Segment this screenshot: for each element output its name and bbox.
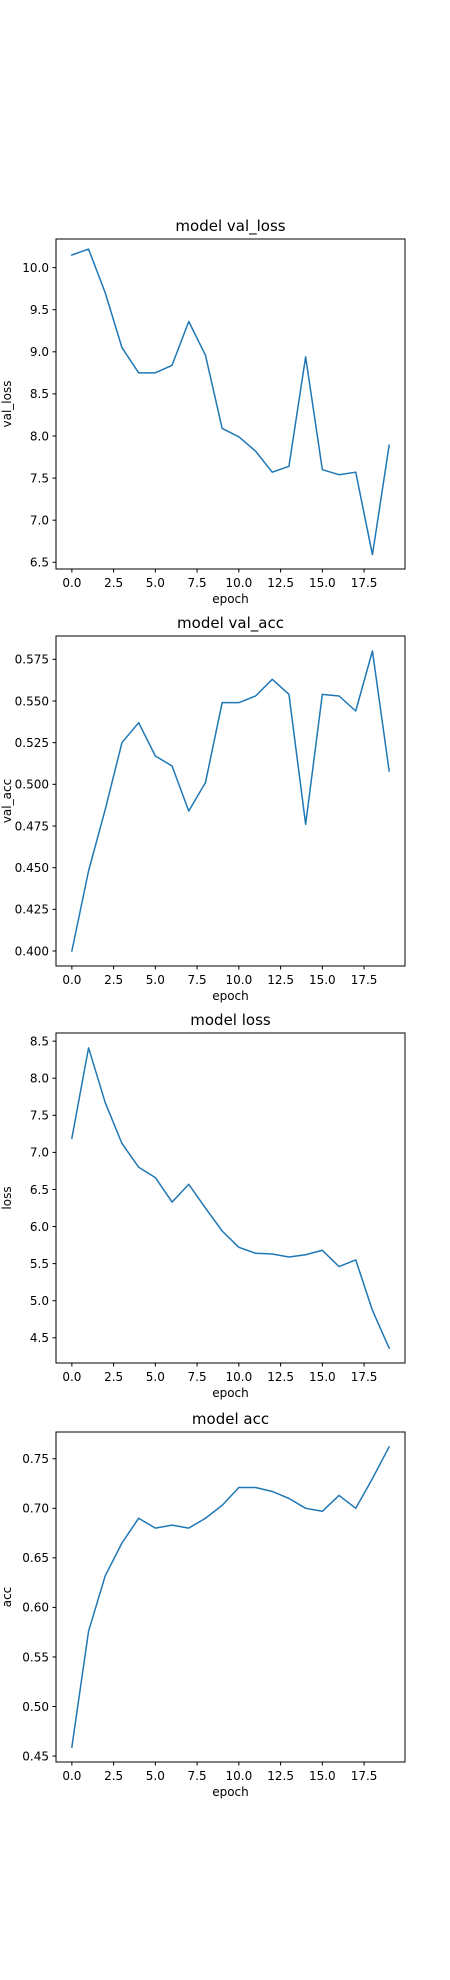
x-tick-label: 5.0 (146, 576, 165, 590)
x-tick-label: 0.0 (62, 1769, 81, 1783)
x-tick-label: 17.5 (351, 576, 378, 590)
y-tick-label: 8.5 (30, 1034, 49, 1048)
y-tick-label: 8.0 (30, 1072, 49, 1086)
y-axis-label: val_acc (0, 779, 14, 823)
x-tick-label: 17.5 (351, 1370, 378, 1384)
x-tick-label: 2.5 (104, 973, 123, 987)
x-tick-label: 12.5 (267, 1370, 294, 1384)
y-tick-label: 0.55 (22, 1650, 49, 1664)
series-line (70, 1047, 391, 1350)
series-line (70, 248, 390, 556)
x-tick-label: 17.5 (351, 1769, 378, 1783)
y-tick-label: 0.525 (15, 736, 49, 750)
chart-3: model loss 0.0 2.5 5.0 7.5 10.0 12.5 15.0 17.5 4.… (0, 1011, 406, 1400)
x-tick-label: 15.0 (309, 973, 336, 987)
x-tick-label: 10.0 (225, 1370, 252, 1384)
y-tick-label: 4.5 (30, 1331, 49, 1345)
x-tick-label: 7.5 (188, 576, 207, 590)
y-tick-label: 10.0 (22, 261, 49, 275)
x-tick-label: 5.0 (146, 1769, 165, 1783)
x-tick-label: 2.5 (104, 1370, 123, 1384)
y-tick-label: 7.5 (30, 471, 49, 485)
x-tick-label: 2.5 (104, 1769, 123, 1783)
x-tick-label: 7.5 (188, 1370, 207, 1384)
x-tick-label: 2.5 (104, 576, 123, 590)
y-axis-label: acc (0, 1587, 14, 1608)
y-tick-label: 8.5 (30, 387, 49, 401)
series-line (70, 650, 390, 952)
x-tick-label: 12.5 (267, 1769, 294, 1783)
x-tick-label: 17.5 (351, 973, 378, 987)
y-tick-label: 0.575 (15, 653, 49, 667)
x-tick-label: 7.5 (188, 973, 207, 987)
x-tick-label: 10.0 (225, 1769, 252, 1783)
x-tick-label: 10.0 (225, 973, 252, 987)
x-tick-label: 0.0 (62, 1370, 81, 1384)
y-tick-label: 6.5 (30, 556, 49, 570)
x-axis-label: epoch (212, 989, 249, 1003)
y-tick-label: 7.0 (30, 513, 49, 527)
plot-frame (55, 1032, 406, 1364)
plot-frame (55, 1431, 406, 1763)
y-tick-label: 9.0 (30, 345, 49, 359)
y-tick-label: 9.5 (30, 303, 49, 317)
y-tick-label: 7.5 (30, 1109, 49, 1123)
x-axis-label: epoch (212, 592, 249, 606)
y-tick-label: 0.550 (15, 694, 49, 708)
x-tick-label: 15.0 (309, 1370, 336, 1384)
y-tick-label: 6.5 (30, 1183, 49, 1197)
y-tick-label: 7.0 (30, 1146, 49, 1160)
y-tick-label: 5.5 (30, 1257, 49, 1271)
chart-title: model val_loss (175, 217, 285, 236)
y-tick-label: 0.450 (15, 861, 49, 875)
y-tick-label: 8.0 (30, 429, 49, 443)
x-tick-label: 12.5 (267, 576, 294, 590)
x-tick-label: 15.0 (309, 576, 336, 590)
x-tick-label: 5.0 (146, 1370, 165, 1384)
x-tick-label: 5.0 (146, 973, 165, 987)
y-tick-label: 0.65 (22, 1551, 49, 1565)
series-line (71, 1445, 391, 1748)
chart-4: model acc 0.0 2.5 5.0 7.5 10.0 12.5 15.0 17.5 0.4… (0, 1410, 406, 1799)
y-tick-label: 0.75 (22, 1452, 49, 1466)
y-tick-label: 0.45 (22, 1749, 49, 1763)
x-axis-label: epoch (212, 1785, 249, 1799)
chart-title: model loss (190, 1011, 271, 1029)
chart-1: model val_loss 0.0 2.5 5.0 7.5 10.0 12.5 15.0 17… (0, 217, 406, 606)
y-tick-label: 0.500 (15, 778, 49, 792)
x-tick-label: 12.5 (267, 973, 294, 987)
chart-title: model acc (192, 1410, 269, 1428)
y-tick-label: 0.475 (15, 819, 49, 833)
x-tick-label: 7.5 (188, 1769, 207, 1783)
x-axis-label: epoch (212, 1386, 249, 1400)
y-tick-label: 0.50 (22, 1700, 49, 1714)
x-tick-label: 0.0 (62, 973, 81, 987)
y-tick-label: 5.0 (30, 1294, 49, 1308)
chart-2: model val_acc 0.0 2.5 5.0 7.5 10.0 12.5 15.0 17.… (0, 614, 406, 1003)
y-axis-label: val_loss (0, 381, 14, 428)
x-tick-label: 10.0 (225, 576, 252, 590)
x-tick-label: 0.0 (62, 576, 81, 590)
y-tick-label: 0.60 (22, 1601, 49, 1615)
y-axis-label: loss (0, 1186, 14, 1209)
y-tick-label: 0.425 (15, 903, 49, 917)
chart-title: model val_acc (177, 614, 284, 633)
y-tick-label: 6.0 (30, 1220, 49, 1234)
y-tick-label: 0.70 (22, 1502, 49, 1516)
plot-frame (55, 635, 406, 967)
y-tick-label: 0.400 (15, 944, 49, 958)
plot-frame (55, 238, 406, 570)
x-tick-label: 15.0 (309, 1769, 336, 1783)
